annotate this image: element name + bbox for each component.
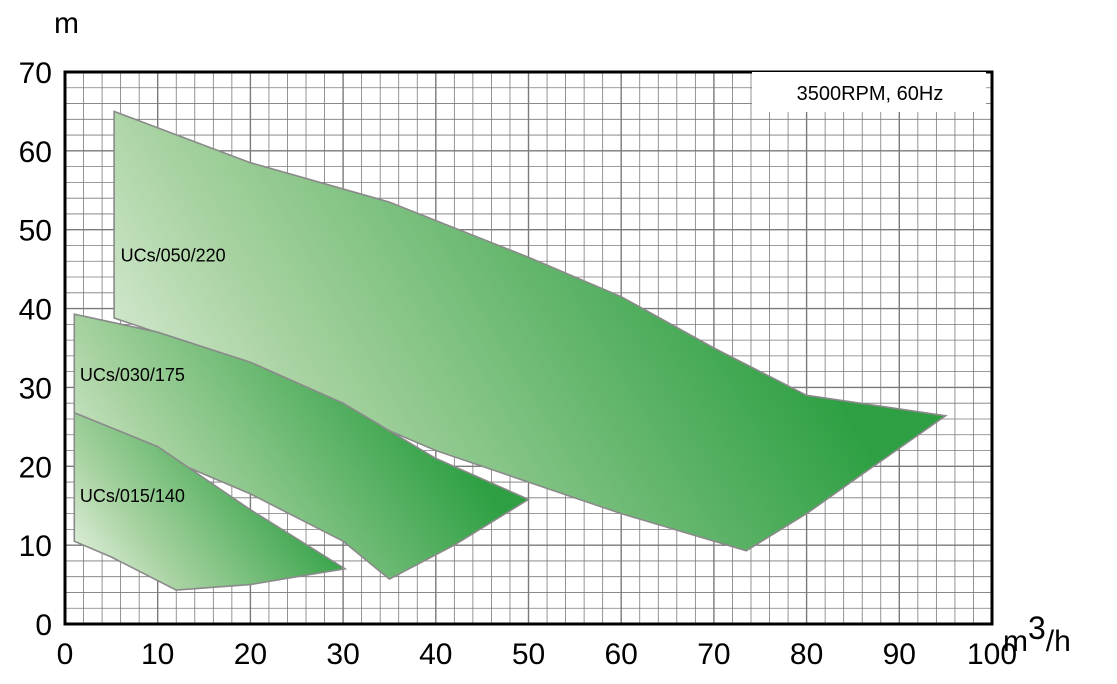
annotation-badge: 3500RPM, 60Hz <box>752 72 986 112</box>
y-tick-label: 20 <box>19 451 52 484</box>
plot-frame <box>63 70 994 626</box>
x-tick-label: 10 <box>141 638 174 671</box>
y-tick-label: 0 <box>35 609 52 642</box>
x-tick-label: 100 <box>967 638 1017 671</box>
region-ucs-050-220 <box>113 110 948 552</box>
x-tick-label: 90 <box>883 638 916 671</box>
y-axis-unit-label: m <box>54 7 79 40</box>
x-axis-unit-label: m3/h <box>1003 610 1071 658</box>
x-tick-label: 70 <box>697 638 730 671</box>
x-tick-label: 30 <box>326 638 359 671</box>
series-layer <box>73 110 948 591</box>
region-labels: UCs/050/220 UCs/030/175 UCs/015/140 <box>80 245 226 506</box>
x-axis-unit-sup: 3 <box>1028 610 1046 646</box>
y-tick-label: 70 <box>19 57 52 90</box>
annotation-text: 3500RPM, 60Hz <box>797 83 944 105</box>
y-tick-label: 30 <box>19 372 52 405</box>
x-tick-label: 50 <box>512 638 545 671</box>
x-tick-label: 80 <box>790 638 823 671</box>
tick-labels: 0 10 20 30 40 50 60 70 80 90 100 0 10 20 30 40 50 60 70 <box>19 57 1017 671</box>
y-tick-label: 40 <box>19 294 52 327</box>
y-tick-label: 10 <box>19 530 52 563</box>
region-label: UCs/030/175 <box>80 365 185 385</box>
x-tick-label: 20 <box>234 638 267 671</box>
region-label: UCs/015/140 <box>80 486 185 506</box>
x-tick-label: 40 <box>419 638 452 671</box>
y-tick-label: 60 <box>19 136 52 169</box>
y-tick-label: 50 <box>19 215 52 248</box>
region-label: UCs/050/220 <box>121 245 226 265</box>
x-axis-unit-tail: /h <box>1046 625 1071 658</box>
x-tick-label: 60 <box>605 638 638 671</box>
x-axis-unit-base: m <box>1003 625 1028 658</box>
region-ucs-015-140 <box>73 411 348 591</box>
x-tick-label: 0 <box>57 638 74 671</box>
